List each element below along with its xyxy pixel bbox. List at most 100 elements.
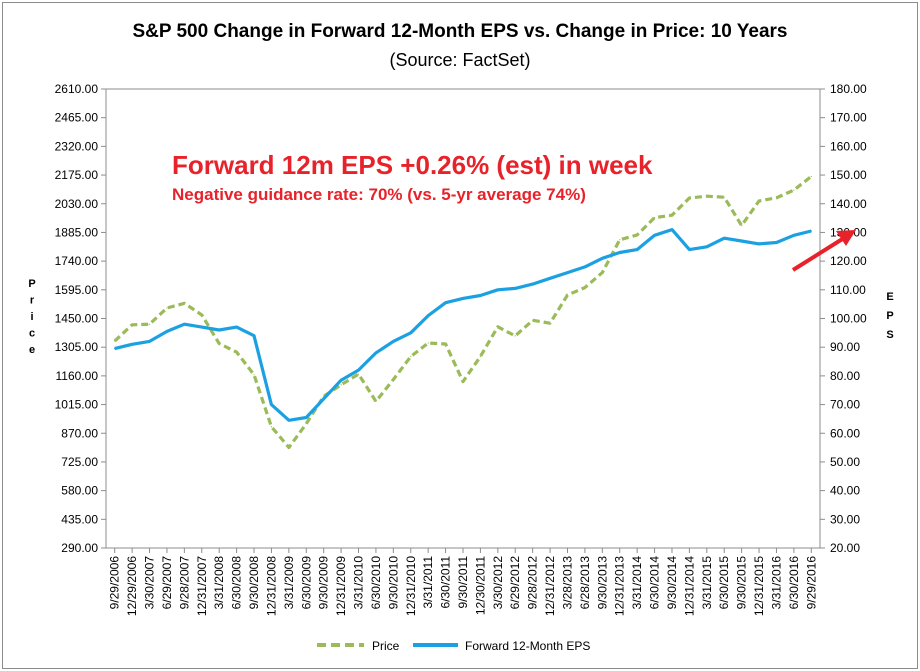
data-point <box>218 329 220 331</box>
y-tick-label-left: 2030.00 <box>55 197 99 211</box>
data-point <box>288 446 290 449</box>
data-point <box>340 379 342 381</box>
x-tick-label: 9/30/2011 <box>456 556 470 609</box>
data-point <box>723 237 725 239</box>
x-tick-label: 9/30/2014 <box>665 556 679 610</box>
x-tick-label: 3/28/2013 <box>560 556 574 610</box>
data-point <box>706 246 708 248</box>
y-tick-label-right: 150.00 <box>830 168 867 182</box>
x-tick-label: 3/31/2016 <box>769 556 783 610</box>
data-point <box>183 323 185 325</box>
data-point <box>497 289 499 291</box>
ylabel-left-char: P <box>28 278 35 290</box>
data-point <box>758 243 760 245</box>
data-point <box>793 189 795 191</box>
x-tick-label: 3/31/2009 <box>282 556 296 610</box>
data-point <box>270 426 273 428</box>
data-point <box>131 324 133 326</box>
y-axis-left: 2610.00 2465.00 2320.00 2175.00 2030.00 1885.… <box>55 82 106 555</box>
x-tick-label: 9/30/2009 <box>317 556 331 610</box>
y-tick-label-left: 435.00 <box>61 512 98 526</box>
x-tick-label: 6/30/2009 <box>299 556 313 610</box>
y-tick-label-right: 20.00 <box>830 541 860 555</box>
y-tick-label-right: 70.00 <box>830 398 860 412</box>
y-tick-label-right: 60.00 <box>830 426 860 440</box>
x-tick-label: 12/31/2014 <box>682 556 696 616</box>
data-point <box>688 249 690 251</box>
data-point <box>601 257 603 259</box>
data-point <box>323 398 325 400</box>
data-point <box>114 340 116 342</box>
data-point <box>462 381 464 383</box>
x-tick-label: 6/29/2007 <box>160 556 174 610</box>
series-line-price <box>113 175 813 450</box>
data-point <box>375 352 377 354</box>
data-point <box>114 348 116 350</box>
y-tick-label-left: 1740.00 <box>55 254 99 268</box>
data-point <box>427 315 429 317</box>
data-point <box>340 384 342 386</box>
x-tick-label: 12/31/2007 <box>195 556 209 616</box>
x-tick-label: 3/30/2012 <box>491 556 505 610</box>
legend: Price Forward 12-Month EPS <box>317 639 590 653</box>
data-point <box>392 379 394 381</box>
y-tick-label-left: 870.00 <box>61 426 98 440</box>
data-point <box>166 330 168 333</box>
series-layer <box>113 175 813 450</box>
y-tick-label-right: 180.00 <box>830 82 867 96</box>
data-point <box>479 294 482 297</box>
data-point <box>270 403 273 406</box>
x-tick-label: 12/31/2015 <box>752 556 766 616</box>
y-tick-label-left: 2320.00 <box>55 139 99 153</box>
x-tick-label: 12/30/2011 <box>473 556 487 615</box>
data-point <box>375 400 377 402</box>
annotation-eps-week: Forward 12m EPS +0.26% (est) in week <box>172 150 653 180</box>
data-point <box>566 294 569 296</box>
x-tick-label: 3/31/2010 <box>352 556 366 610</box>
chart-subtitle: (Source: FactSet) <box>389 50 530 70</box>
y-tick-label-right: 170.00 <box>830 111 867 125</box>
data-point <box>253 335 255 337</box>
data-point <box>462 297 464 300</box>
data-point <box>775 197 778 199</box>
y-tick-label-right: 110.00 <box>830 283 866 297</box>
y-tick-label-left: 2610.00 <box>55 82 99 96</box>
y-tick-label-left: 1160.00 <box>56 369 99 383</box>
y-tick-label-left: 2175.00 <box>55 168 99 182</box>
y-tick-label-right: 120.00 <box>830 254 867 268</box>
x-tick-label: 3/31/2014 <box>630 556 644 610</box>
x-tick-label: 9/30/2015 <box>735 556 749 610</box>
data-point <box>444 302 447 304</box>
data-point <box>514 335 516 337</box>
x-tick-label: 9/29/2006 <box>108 556 122 610</box>
data-point <box>566 272 569 274</box>
ylabel-left-char: i <box>30 311 33 323</box>
ylabel-right-char: S <box>886 329 893 341</box>
ylabel-right-char: E <box>886 291 893 303</box>
y-tick-label-right: 30.00 <box>830 512 860 526</box>
data-point <box>671 214 673 216</box>
y-tick-label-right: 160.00 <box>830 139 867 153</box>
x-tick-label: 6/28/2013 <box>578 556 592 610</box>
data-point <box>253 374 255 376</box>
y-tick-label-left: 1885.00 <box>55 225 99 239</box>
data-point <box>549 322 551 324</box>
ylabel-left-char: e <box>29 344 35 356</box>
y-tick-label-left: 725.00 <box>61 455 98 469</box>
ylabel-left-char: r <box>30 295 35 307</box>
x-tick-label: 3/31/2011 <box>421 556 435 609</box>
y-axis-right: 180.00170.00160.00150.00140.00130.00120.… <box>820 82 867 555</box>
y-tick-label-left: 2465.00 <box>55 111 99 125</box>
data-point <box>148 340 151 343</box>
data-point <box>427 342 429 344</box>
data-point <box>549 277 551 279</box>
data-point <box>723 196 725 198</box>
x-tick-label: 6/30/2014 <box>648 556 662 610</box>
data-point <box>479 355 482 358</box>
data-point <box>584 287 586 289</box>
data-point <box>201 326 203 328</box>
x-tick-label: 6/30/2016 <box>787 556 801 610</box>
data-point <box>410 355 412 358</box>
x-tick-label: 6/30/2015 <box>717 556 731 610</box>
data-point <box>497 326 499 328</box>
